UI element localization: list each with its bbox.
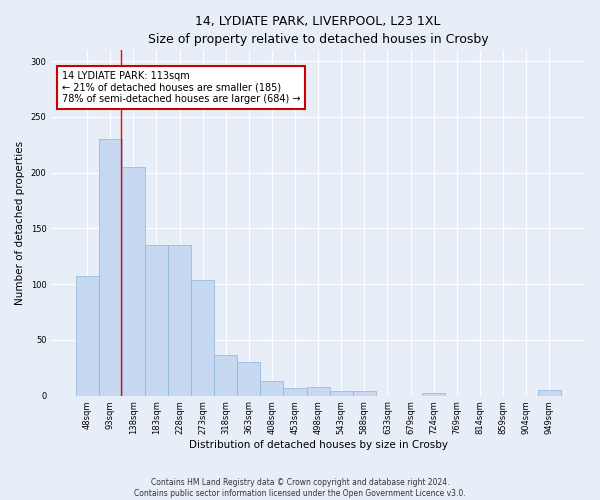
Bar xyxy=(283,388,307,396)
Bar xyxy=(98,139,122,396)
Bar xyxy=(237,362,260,396)
Title: 14, LYDIATE PARK, LIVERPOOL, L23 1XL
Size of property relative to detached house: 14, LYDIATE PARK, LIVERPOOL, L23 1XL Siz… xyxy=(148,15,488,46)
Text: Contains HM Land Registry data © Crown copyright and database right 2024.
Contai: Contains HM Land Registry data © Crown c… xyxy=(134,478,466,498)
X-axis label: Distribution of detached houses by size in Crosby: Distribution of detached houses by size … xyxy=(188,440,448,450)
Text: 14 LYDIATE PARK: 113sqm
← 21% of detached houses are smaller (185)
78% of semi-d: 14 LYDIATE PARK: 113sqm ← 21% of detache… xyxy=(62,70,301,104)
Bar xyxy=(214,356,237,396)
Bar xyxy=(422,394,445,396)
Bar xyxy=(76,276,98,396)
Bar xyxy=(329,391,353,396)
Bar xyxy=(168,245,191,396)
Bar xyxy=(191,280,214,396)
Bar xyxy=(307,386,329,396)
Y-axis label: Number of detached properties: Number of detached properties xyxy=(15,140,25,305)
Bar xyxy=(353,391,376,396)
Bar xyxy=(538,390,561,396)
Bar xyxy=(260,381,283,396)
Bar xyxy=(122,167,145,396)
Bar xyxy=(145,245,168,396)
